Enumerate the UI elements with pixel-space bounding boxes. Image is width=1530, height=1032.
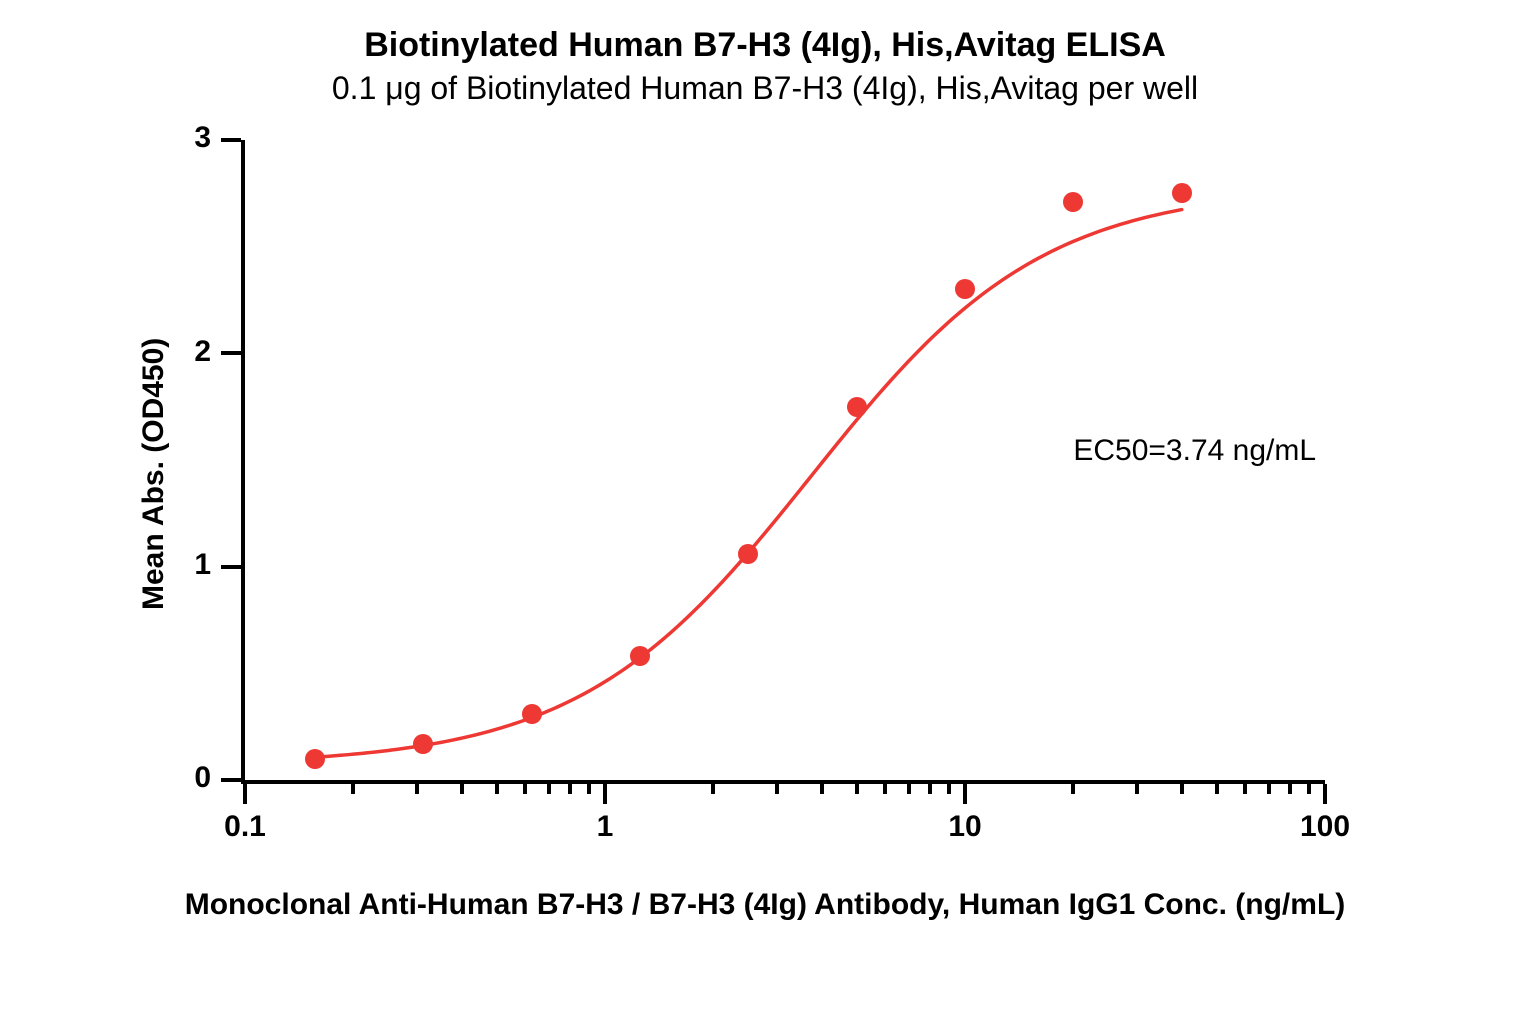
data-point: [1063, 192, 1083, 212]
data-point: [305, 749, 325, 769]
x-minor-tick: [855, 784, 859, 794]
data-point: [522, 704, 542, 724]
y-tick: [221, 351, 241, 355]
x-tick-label: 1: [545, 810, 665, 844]
chart-title: Biotinylated Human B7-H3 (4Ig), His,Avit…: [0, 26, 1530, 65]
x-minor-tick: [1135, 784, 1139, 794]
x-minor-tick: [351, 784, 355, 794]
data-point: [413, 734, 433, 754]
x-minor-tick: [1288, 784, 1292, 794]
x-minor-tick: [587, 784, 591, 794]
x-minor-tick: [1215, 784, 1219, 794]
x-minor-tick: [568, 784, 572, 794]
y-tick: [221, 565, 241, 569]
y-tick-label: 3: [181, 121, 211, 155]
x-minor-tick: [820, 784, 824, 794]
chart-subtitle: 0.1 μg of Biotinylated Human B7-H3 (4Ig)…: [0, 70, 1530, 107]
data-point: [1172, 183, 1192, 203]
x-minor-tick: [883, 784, 887, 794]
data-point: [955, 279, 975, 299]
data-point: [847, 397, 867, 417]
figure-canvas: { "chart": { "type": "scatter-with-fit",…: [0, 0, 1530, 1032]
y-tick: [221, 138, 241, 142]
y-tick-label: 1: [181, 548, 211, 582]
x-minor-tick: [1243, 784, 1247, 794]
x-minor-tick: [711, 784, 715, 794]
x-tick: [963, 784, 967, 804]
x-minor-tick: [928, 784, 932, 794]
x-tick: [603, 784, 607, 804]
x-tick: [1323, 784, 1327, 804]
x-minor-tick: [523, 784, 527, 794]
y-axis-label: Mean Abs. (OD450): [137, 338, 171, 610]
x-axis-label: Monoclonal Anti-Human B7-H3 / B7-H3 (4Ig…: [0, 888, 1530, 922]
x-tick-label: 10: [905, 810, 1025, 844]
data-point: [630, 646, 650, 666]
x-minor-tick: [1071, 784, 1075, 794]
y-tick-label: 2: [181, 335, 211, 369]
x-minor-tick: [1307, 784, 1311, 794]
data-point: [738, 544, 758, 564]
x-minor-tick: [1267, 784, 1271, 794]
ec50-annotation: EC50=3.74 ng/mL: [1073, 434, 1316, 468]
x-minor-tick: [547, 784, 551, 794]
y-tick-label: 0: [181, 761, 211, 795]
x-minor-tick: [947, 784, 951, 794]
x-minor-tick: [775, 784, 779, 794]
x-minor-tick: [495, 784, 499, 794]
x-tick-label: 0.1: [185, 810, 305, 844]
x-tick: [243, 784, 247, 804]
y-tick: [221, 778, 241, 782]
x-minor-tick: [415, 784, 419, 794]
x-minor-tick: [1180, 784, 1184, 794]
x-minor-tick: [460, 784, 464, 794]
x-tick-label: 100: [1265, 810, 1385, 844]
x-axis: [241, 780, 1325, 784]
x-minor-tick: [907, 784, 911, 794]
